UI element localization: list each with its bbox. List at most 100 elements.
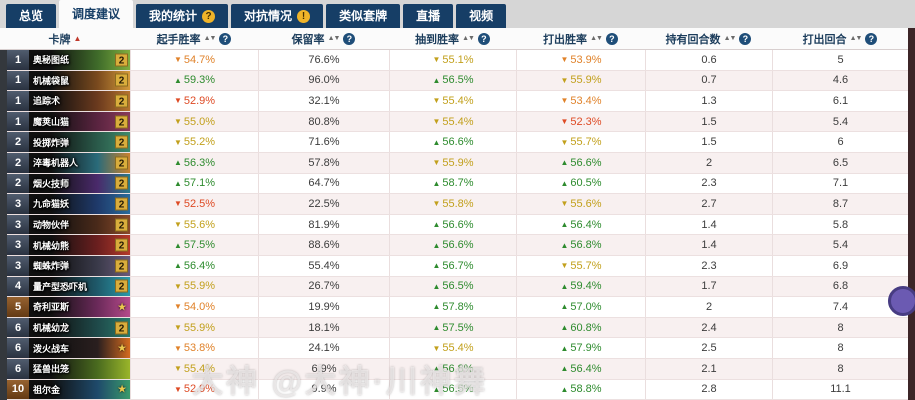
arrow-down-icon: ▼ bbox=[173, 364, 182, 374]
arrow-down-icon: ▼ bbox=[173, 55, 182, 65]
card-tile[interactable]: 3 蜘蛛炸弹 2 bbox=[7, 255, 130, 276]
arrow-up-icon: ▲ bbox=[432, 137, 441, 147]
played-winrate-cell: ▲ 59.4% bbox=[516, 276, 645, 297]
card-tile[interactable]: 6 泼火战车 ★ bbox=[7, 338, 130, 358]
sort-icon[interactable]: ▲▼ bbox=[327, 35, 341, 42]
column-header-mulligan-winrate[interactable]: 起手胜率 ▲▼? bbox=[130, 28, 258, 49]
mulligan-winrate-cell: ▼ 54.7% bbox=[130, 50, 258, 70]
arrow-down-icon: ▼ bbox=[560, 261, 569, 271]
mulligan-winrate-cell: ▲ 57.5% bbox=[130, 235, 258, 255]
column-header-card[interactable]: 卡牌 ▲ bbox=[0, 28, 130, 49]
tab-my-stats[interactable]: 我的统计? bbox=[136, 4, 229, 28]
card-name: 九命猫妖 bbox=[33, 199, 70, 210]
played-winrate-cell: ▼ 55.7% bbox=[516, 132, 645, 152]
card-tile[interactable]: 1 机械袋鼠 2 bbox=[7, 70, 130, 91]
mulligan-winrate-cell: ▼ 52.5% bbox=[130, 194, 258, 214]
card-name: 泼火战车 bbox=[33, 343, 70, 354]
arrow-down-icon: ▼ bbox=[173, 384, 182, 394]
drawn-winrate-cell: ▲ 56.5% bbox=[389, 70, 516, 91]
kept-rate-cell: 64.7% bbox=[258, 173, 389, 194]
kept-rate-cell: 81.9% bbox=[258, 214, 389, 235]
help-icon[interactable]: ? bbox=[865, 32, 878, 45]
arrow-down-icon: ▼ bbox=[173, 96, 182, 106]
card-tile[interactable]: 3 机械幼熊 2 bbox=[7, 235, 130, 255]
turn-played-cell: 8 bbox=[772, 358, 908, 379]
sort-icon[interactable]: ▲▼ bbox=[849, 35, 863, 42]
arrow-up-icon: ▲ bbox=[173, 75, 182, 85]
turns-held-cell: 2.3 bbox=[645, 255, 772, 276]
card-art: 量产型恐吓机 2 bbox=[29, 276, 130, 297]
card-tile[interactable]: 6 机械幼龙 2 bbox=[7, 317, 130, 338]
card-tile[interactable]: 3 动物伙伴 2 bbox=[7, 214, 130, 235]
turns-held-cell: 1.3 bbox=[645, 91, 772, 111]
column-header-kept-rate[interactable]: 保留率 ▲▼? bbox=[258, 28, 389, 49]
help-icon[interactable]: ? bbox=[477, 32, 490, 45]
turns-held-cell: 0.6 bbox=[645, 50, 772, 70]
card-count-badge: 2 bbox=[115, 279, 128, 293]
turns-held-cell: 2.4 bbox=[645, 317, 772, 338]
tab-label: 我的统计 bbox=[149, 9, 198, 23]
kept-rate-cell: 88.6% bbox=[258, 235, 389, 255]
stat-value: 2.1 bbox=[701, 362, 717, 375]
card-art: 祖尔金 ★ bbox=[29, 379, 130, 400]
column-header-drawn-winrate[interactable]: 抽到胜率 ▲▼? bbox=[389, 28, 516, 49]
card-art: 奇利亚斯 ★ bbox=[29, 297, 130, 317]
arrow-up-icon: ▲ bbox=[432, 178, 441, 188]
turn-played-cell: 5.4 bbox=[772, 111, 908, 132]
stat-value: 22.5% bbox=[308, 197, 340, 210]
card-count-badge: 2 bbox=[115, 135, 128, 149]
arrow-down-icon: ▼ bbox=[432, 96, 441, 106]
tab-matchups[interactable]: 对抗情况! bbox=[231, 4, 324, 28]
table-row: 6 机械幼龙 2 ▼ 55.9% 18.1% ▲ 57.5% ▲ 60.8% 2.4 8 bbox=[0, 317, 908, 339]
column-header-turns-held[interactable]: 持有回合数 ▲▼? bbox=[645, 28, 772, 49]
sort-icon[interactable]: ▲▼ bbox=[590, 35, 603, 42]
stat-value: 19.9% bbox=[308, 300, 340, 313]
kept-rate-cell: 80.8% bbox=[258, 111, 389, 132]
card-tile[interactable]: 1 奥秘图纸 2 bbox=[7, 50, 130, 70]
played-winrate-cell: ▲ 56.4% bbox=[516, 214, 645, 235]
tab-mulligan-guide[interactable]: 调度建议 bbox=[59, 0, 134, 28]
tab-videos[interactable]: 视频 bbox=[456, 4, 507, 28]
tab-similar-decks[interactable]: 类似套牌 bbox=[326, 4, 401, 28]
card-tile[interactable]: 2 烟火技师 2 bbox=[7, 173, 130, 194]
arrow-up-icon: ▲ bbox=[432, 302, 441, 312]
sort-icon[interactable]: ▲▼ bbox=[203, 35, 217, 42]
mulligan-winrate-cell: ▼ 53.8% bbox=[130, 338, 258, 358]
turn-played-cell: 5 bbox=[772, 50, 908, 70]
column-header-played-winrate[interactable]: 打出胜率 ▲▼? bbox=[516, 28, 645, 49]
card-tile[interactable]: 1 魔荚山猫 2 bbox=[7, 111, 130, 132]
help-icon[interactable]: ? bbox=[219, 32, 232, 45]
help-icon[interactable]: ? bbox=[343, 32, 356, 45]
stat-value: 55.9% bbox=[183, 321, 216, 334]
card-tile[interactable]: 2 投掷炸弹 2 bbox=[7, 132, 130, 152]
card-tile[interactable]: 10 祖尔金 ★ bbox=[7, 379, 130, 400]
tab-overview[interactable]: 总览 bbox=[6, 4, 57, 28]
turns-held-cell: 1.5 bbox=[645, 132, 772, 152]
card-tile[interactable]: 4 量产型恐吓机 2 bbox=[7, 276, 130, 297]
stat-value: 55.0% bbox=[183, 115, 216, 128]
card-tile[interactable]: 5 奇利亚斯 ★ bbox=[7, 297, 130, 317]
help-icon[interactable]: ? bbox=[739, 32, 752, 45]
kept-rate-cell: 32.1% bbox=[258, 91, 389, 111]
stat-value: 55.6% bbox=[570, 197, 602, 210]
stat-value: 58.8% bbox=[570, 383, 602, 396]
stat-value: 71.6% bbox=[308, 136, 340, 149]
card-name: 机械袋鼠 bbox=[33, 75, 70, 86]
turns-held-cell: 1.4 bbox=[645, 235, 772, 255]
column-header-turn-played[interactable]: 打出回合 ▲▼? bbox=[772, 28, 908, 49]
sort-icon[interactable]: ▲▼ bbox=[462, 35, 475, 42]
mana-cost: 3 bbox=[7, 235, 29, 255]
arrow-up-icon: ▲ bbox=[432, 384, 441, 394]
help-icon[interactable]: ? bbox=[605, 32, 618, 45]
kept-rate-cell: 19.9% bbox=[258, 297, 389, 317]
card-name: 机械幼熊 bbox=[33, 240, 70, 251]
card-tile[interactable]: 2 淬毒机器人 2 bbox=[7, 152, 130, 173]
card-tile[interactable]: 3 九命猫妖 2 bbox=[7, 194, 130, 214]
card-name: 蜘蛛炸弹 bbox=[33, 261, 70, 272]
sort-icon[interactable]: ▲▼ bbox=[723, 35, 737, 42]
card-tile[interactable]: 1 追踪术 2 bbox=[7, 91, 130, 111]
card-tile[interactable]: 6 猛兽出笼 bbox=[7, 358, 130, 379]
tab-streams[interactable]: 直播 bbox=[403, 4, 454, 28]
arrow-down-icon: ▼ bbox=[560, 55, 569, 65]
watermark: 大神 @大神·川神舞 bbox=[192, 364, 489, 399]
